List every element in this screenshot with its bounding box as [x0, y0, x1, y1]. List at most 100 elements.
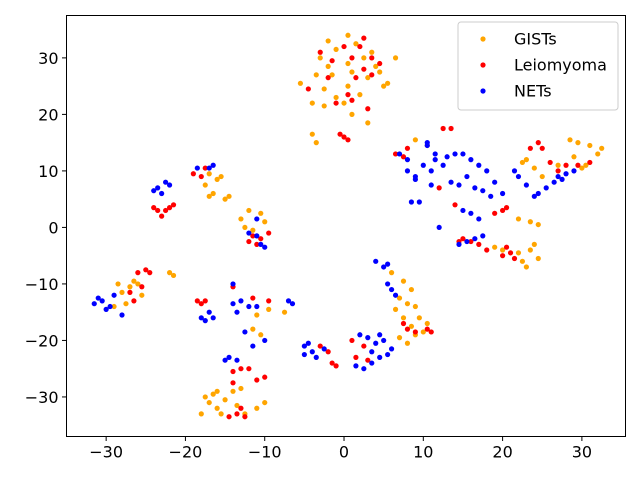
point-gists-101 [519, 159, 526, 166]
point-gists-23 [341, 100, 347, 106]
point-nets-3 [155, 185, 161, 191]
point-nets-43 [305, 340, 311, 346]
point-nets-94 [408, 199, 415, 205]
y-tick-label: 20 [38, 105, 58, 124]
point-leiomyoma-79 [476, 241, 482, 247]
point-leiomyoma-70 [392, 151, 399, 157]
point-nets-39 [309, 349, 315, 355]
point-leiomyoma-57 [325, 349, 331, 355]
legend-box [457, 21, 619, 111]
legend-marker-gists [480, 36, 486, 42]
point-gists-34 [258, 210, 264, 216]
point-gists-19 [345, 83, 351, 89]
point-gists-8 [361, 55, 367, 61]
point-nets-47 [381, 337, 387, 344]
point-nets-7 [166, 182, 173, 188]
point-nets-20 [206, 309, 212, 315]
point-leiomyoma-58 [329, 360, 335, 366]
point-gists-91 [515, 250, 522, 256]
point-gists-104 [539, 173, 545, 180]
point-nets-105 [559, 176, 565, 182]
point-gists-78 [396, 295, 403, 301]
point-leiomyoma-47 [230, 368, 236, 375]
point-leiomyoma-76 [460, 236, 466, 242]
point-nets-76 [492, 179, 498, 185]
point-leiomyoma-7 [349, 55, 355, 61]
point-nets-8 [254, 233, 260, 239]
point-gists-25 [365, 120, 371, 126]
point-leiomyoma-59 [349, 337, 355, 344]
point-gists-84 [404, 340, 411, 346]
point-leiomyoma-14 [349, 97, 355, 103]
point-nets-95 [416, 199, 422, 205]
point-nets-19 [91, 301, 97, 307]
point-leiomyoma-74 [436, 185, 442, 191]
point-gists-24 [349, 111, 355, 117]
point-leiomyoma-27 [202, 165, 208, 171]
point-nets-49 [369, 349, 375, 355]
point-gists-9 [373, 63, 379, 69]
point-gists-27 [309, 131, 315, 137]
point-gists-32 [238, 216, 244, 222]
point-gists-2 [345, 32, 351, 38]
point-gists-7 [345, 60, 351, 67]
point-nets-31 [226, 354, 232, 360]
point-leiomyoma-67 [428, 329, 434, 335]
point-leiomyoma-25 [190, 171, 196, 177]
point-gists-55 [115, 281, 121, 287]
point-nets-102 [555, 173, 561, 180]
point-nets-109 [412, 176, 418, 182]
point-gists-47 [127, 284, 133, 290]
point-leiomyoma-50 [254, 377, 260, 383]
point-nets-14 [99, 298, 105, 304]
point-nets-74 [476, 162, 482, 168]
point-gists-48 [131, 278, 137, 284]
point-gists-4 [369, 49, 375, 55]
point-leiomyoma-10 [325, 75, 331, 81]
point-nets-72 [460, 151, 466, 157]
point-nets-10 [246, 230, 252, 236]
point-gists-108 [583, 162, 589, 168]
point-leiomyoma-75 [452, 202, 458, 208]
point-leiomyoma-61 [353, 354, 359, 360]
point-nets-60 [388, 286, 395, 293]
point-gists-76 [400, 278, 407, 284]
point-nets-45 [365, 335, 371, 341]
point-nets-57 [381, 264, 387, 270]
point-gists-26 [313, 140, 319, 146]
point-nets-40 [313, 354, 319, 360]
point-leiomyoma-1 [329, 58, 335, 64]
point-nets-89 [436, 224, 442, 231]
point-gists-99 [527, 219, 533, 225]
x-tick-label: 30 [572, 443, 592, 462]
point-gists-89 [404, 301, 411, 307]
point-gists-79 [412, 303, 418, 310]
point-leiomyoma-56 [317, 343, 323, 349]
point-leiomyoma-45 [266, 298, 272, 304]
point-nets-25 [238, 298, 244, 304]
point-nets-54 [385, 351, 391, 358]
point-gists-88 [400, 315, 407, 321]
point-leiomyoma-30 [159, 213, 165, 219]
point-nets-1 [206, 165, 212, 171]
point-nets-83 [488, 193, 494, 199]
point-leiomyoma-80 [484, 247, 490, 253]
point-leiomyoma-48 [246, 366, 252, 372]
point-gists-109 [587, 142, 593, 149]
axes-frame [66, 15, 626, 437]
point-gists-96 [492, 244, 498, 250]
point-nets-88 [476, 216, 482, 222]
point-gists-100 [535, 221, 541, 228]
point-gists-62 [210, 391, 216, 397]
point-gists-6 [325, 63, 331, 69]
legend-label-leiomyoma: Leiomyoma [514, 56, 607, 75]
point-nets-22 [198, 315, 204, 321]
x-tick-label: 10 [413, 443, 433, 462]
point-gists-75 [388, 270, 395, 276]
point-leiomyoma-40 [194, 298, 200, 304]
point-nets-18 [111, 292, 117, 298]
point-gists-92 [527, 247, 533, 253]
series-leiomyoma [127, 35, 593, 420]
point-nets-92 [472, 236, 478, 242]
